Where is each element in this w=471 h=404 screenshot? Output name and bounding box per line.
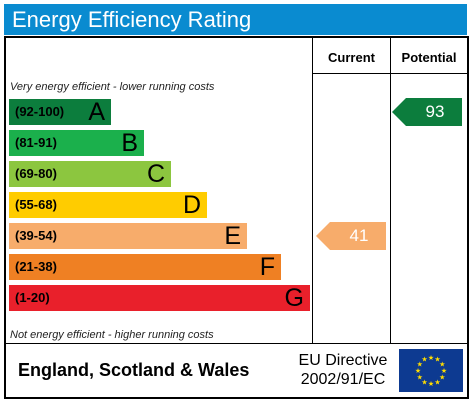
star-icon: ★	[428, 354, 434, 362]
band-range: (55-68)	[15, 197, 57, 212]
directive-line-2: 2002/91/EC	[300, 371, 386, 388]
star-icon: ★	[428, 380, 434, 388]
divider-header-row	[312, 73, 467, 74]
divider-current-left	[312, 38, 313, 343]
band-letter: B	[121, 129, 138, 157]
band-letter: D	[182, 191, 201, 219]
rating-table: Current Potential Very energy efficient …	[4, 36, 469, 399]
divider-potential-left	[390, 38, 391, 343]
star-icon: ★	[417, 361, 423, 369]
band-range: (69-80)	[15, 166, 57, 181]
current-rating-arrow: 41	[316, 222, 386, 250]
column-header-potential: Potential	[401, 50, 457, 65]
band-letter: C	[146, 160, 165, 188]
star-icon: ★	[415, 367, 421, 375]
arrow-shape	[316, 222, 386, 250]
eu-flag-icon: ★ ★ ★ ★ ★ ★ ★ ★ ★ ★ ★ ★	[399, 349, 463, 392]
potential-rating-value: 93	[425, 102, 445, 121]
band-f: (21-38) F	[9, 254, 281, 280]
star-icon: ★	[439, 361, 445, 369]
band-range: (39-54)	[15, 228, 57, 243]
band-b: (81-91) B	[9, 130, 144, 156]
column-header-current: Current	[328, 50, 375, 65]
divider-footer	[6, 343, 467, 344]
star-icon: ★	[434, 356, 440, 364]
band-range: (1-20)	[15, 290, 50, 305]
footer-country: England, Scotland & Wales	[18, 360, 250, 380]
band-e: (39-54) E	[9, 223, 247, 249]
star-icon: ★	[421, 356, 427, 364]
band-letter: E	[224, 222, 241, 250]
current-rating-value: 41	[349, 226, 369, 245]
band-range: (21-38)	[15, 259, 57, 274]
arrow-shape	[392, 98, 462, 126]
star-icon: ★	[441, 367, 447, 375]
band-letter: F	[259, 253, 275, 281]
band-letter: A	[88, 98, 105, 126]
header-bar: Energy Efficiency Rating	[4, 4, 467, 35]
footer-directive: EU Directive 2002/91/EC	[288, 351, 398, 389]
directive-line-1: EU Directive	[298, 352, 388, 369]
band-letter: G	[284, 284, 304, 312]
star-icon: ★	[417, 374, 423, 382]
note-bottom: Not energy efficient - higher running co…	[10, 329, 214, 341]
band-range: (92-100)	[15, 104, 65, 119]
page-title: Energy Efficiency Rating	[12, 7, 252, 32]
band-g: (1-20) G	[9, 285, 310, 311]
note-top: Very energy efficient - lower running co…	[10, 81, 215, 93]
band-c: (69-80) C	[9, 161, 171, 187]
band-d: (55-68) D	[9, 192, 207, 218]
potential-rating-arrow: 93	[392, 98, 462, 126]
star-icon: ★	[421, 378, 427, 386]
eu-stars: ★ ★★★★★★★★★★★	[415, 354, 447, 388]
band-range: (81-91)	[15, 135, 57, 150]
star-icon: ★	[434, 378, 440, 386]
star-icon: ★	[439, 374, 445, 382]
band-a: (92-100) A	[9, 99, 111, 125]
